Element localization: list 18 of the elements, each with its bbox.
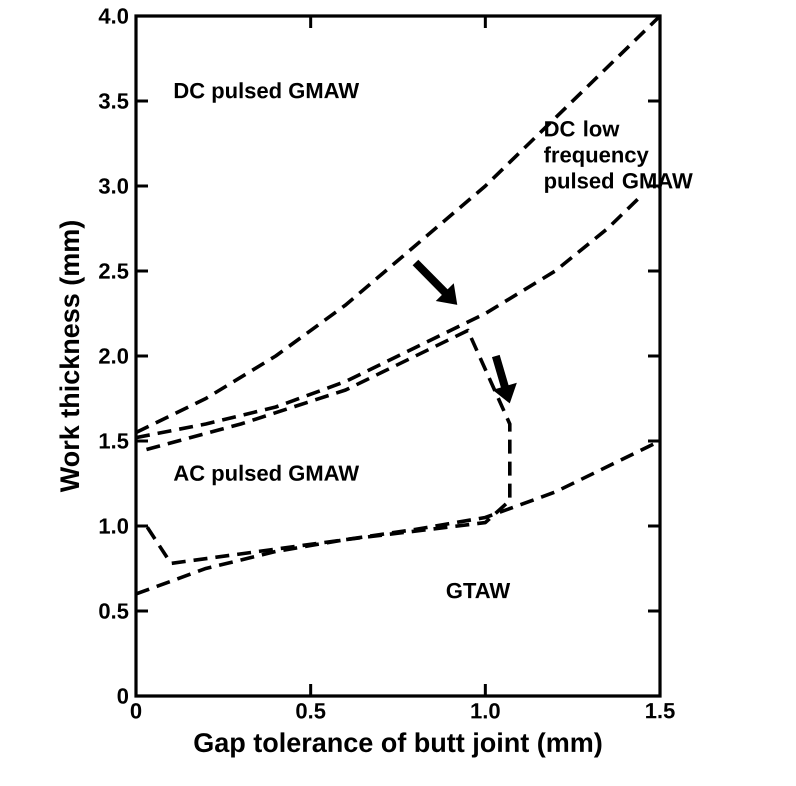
y-axis-title: Work thickness (mm) [59, 221, 85, 492]
x-tick-label: 1.5 [646, 703, 675, 718]
annotation: AC pulsed GMAW [174, 464, 360, 486]
annotation: DC pulsed GMAW [174, 82, 360, 103]
x-axis-title: Gap tolerance of butt joint (mm) [194, 732, 602, 758]
annotation: GTAW [446, 582, 510, 598]
x-tick-label: 1.0 [471, 703, 500, 719]
y-tick-label: 0.5 [99, 603, 128, 619]
y-tick-label: 1.0 [100, 518, 128, 534]
y-tick-label: 3.0 [98, 178, 128, 194]
y-tick-label: 1.5 [100, 433, 128, 449]
y-tick-label: 2.5 [99, 263, 128, 279]
y-tick-label: 0 [118, 688, 128, 704]
y-tick-label: 3.5 [98, 93, 128, 109]
x-tick-label: 0 [130, 703, 142, 719]
y-tick-label: 2.0 [99, 348, 128, 364]
y-tick-label: 4.0 [98, 8, 128, 24]
x-tick-label: 0.5 [296, 703, 326, 719]
